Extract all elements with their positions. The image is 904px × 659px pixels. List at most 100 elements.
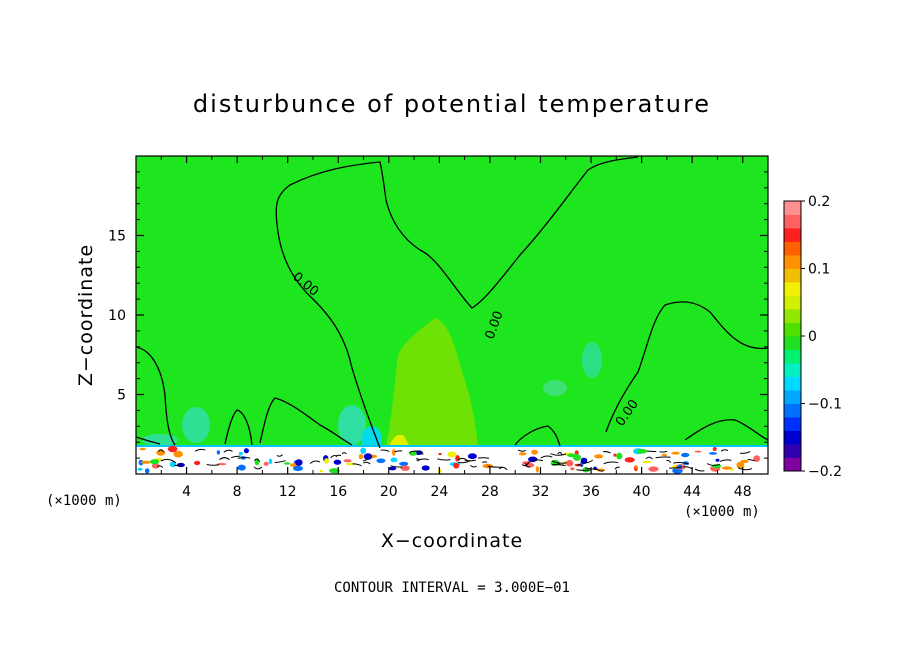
boundary-blob <box>736 461 745 468</box>
colorbar-swatch <box>784 241 801 256</box>
boundary-contour <box>694 468 705 472</box>
boundary-contour <box>669 466 682 469</box>
contour-low-2 <box>259 397 353 446</box>
boundary-blob <box>715 458 720 462</box>
boundary-contour <box>157 449 165 453</box>
boundary-blob <box>319 469 323 473</box>
boundary-contour <box>673 462 690 465</box>
boundary-blob <box>753 455 761 462</box>
boundary-blob <box>681 452 690 458</box>
boundary-contour <box>655 456 671 459</box>
boundary-blob <box>263 461 269 466</box>
boundary-blob <box>345 462 356 466</box>
boundary-contour <box>470 465 477 468</box>
cool-disturbances <box>142 342 602 454</box>
boundary-blob <box>343 459 352 463</box>
boundary-blob <box>392 448 396 456</box>
boundary-contour <box>580 459 594 464</box>
boundary-contour <box>330 455 338 459</box>
boundary-contour <box>532 459 544 462</box>
boundary-blob <box>216 450 221 455</box>
boundary-contour <box>557 451 563 456</box>
colorbar-swatch <box>784 201 801 215</box>
colorbar-swatch <box>784 430 801 445</box>
boundary-contour <box>551 460 567 464</box>
colorbar-tick-label: 0 <box>808 329 817 345</box>
boundary-contour <box>706 463 720 466</box>
colorbar-tick-label: 0.1 <box>808 262 830 278</box>
boundary-contour <box>160 458 177 464</box>
boundary-blob <box>237 464 246 471</box>
boundary-blob <box>648 466 659 472</box>
colorbar-swatch <box>784 336 801 350</box>
boundary-contour <box>487 465 502 468</box>
x-tick-label: 28 <box>481 484 499 500</box>
contour-low-4 <box>684 419 769 441</box>
colorbar-swatch <box>784 390 801 404</box>
boundary-contour <box>747 459 756 462</box>
boundary-contour <box>253 466 263 470</box>
boundary-contour <box>603 461 619 465</box>
colorbar-swatch <box>784 228 801 242</box>
x-tick-label: 12 <box>279 484 297 500</box>
x-unit-right: (×1000 m) <box>684 504 760 520</box>
boundary-blob <box>363 453 373 460</box>
x-tick-label: 16 <box>329 484 347 500</box>
boundary-blob <box>173 450 183 458</box>
boundary-blob <box>156 449 166 456</box>
boundary-blob <box>139 447 146 451</box>
boundary-contour <box>380 449 390 452</box>
boundary-contour <box>363 461 371 465</box>
boundary-contour <box>390 465 403 468</box>
boundary-blob <box>467 453 477 460</box>
colorbar-swatch <box>784 349 801 364</box>
boundary-blob <box>671 451 680 455</box>
boundary-blob <box>169 461 176 468</box>
boundary-blob <box>268 458 273 465</box>
colorbar-swatch <box>784 282 801 296</box>
boundary-blob <box>567 453 576 458</box>
boundary-blob <box>329 468 340 474</box>
boundary-blob <box>565 459 574 467</box>
boundary-blob <box>167 445 178 453</box>
boundary-blob <box>528 456 538 463</box>
contour-right <box>605 301 769 433</box>
colorbar-swatch <box>784 403 801 418</box>
boundary-blob <box>194 460 201 466</box>
boundary-contour <box>437 458 451 461</box>
boundary-contour <box>352 463 362 467</box>
boundary-contour <box>276 454 283 457</box>
boundary-contour <box>683 466 693 470</box>
contour-main <box>275 156 639 449</box>
x-axis-label: X−coordinate <box>381 530 523 552</box>
boundary-contour <box>335 454 342 457</box>
x-tick-label: 44 <box>683 484 701 500</box>
plot-area: 0.00 0.00 0.00 <box>135 155 769 475</box>
colorbar-swatch <box>784 363 801 377</box>
boundary-contour <box>719 459 732 462</box>
boundary-contour <box>602 451 611 454</box>
boundary-contour <box>550 453 567 456</box>
chart-title: disturbunce of potential temperature <box>193 90 711 118</box>
boundary-contour <box>237 456 251 459</box>
contour-lines <box>135 156 769 449</box>
boundary-blob <box>149 459 160 465</box>
boundary-blob <box>708 452 718 455</box>
boundary-blob <box>360 447 367 454</box>
boundary-blob <box>616 452 623 460</box>
boundary-blob <box>694 450 702 453</box>
boundary-contour <box>362 458 368 462</box>
boundary-blob <box>730 468 734 472</box>
x-tick-label: 32 <box>532 484 550 500</box>
y-tick-label: 15 <box>108 229 126 245</box>
y-axis: 5 10 15 <box>108 171 768 459</box>
boundary-blob <box>144 468 150 474</box>
boundary-layer <box>136 445 768 474</box>
boundary-contour <box>409 450 424 455</box>
boundary-blob <box>594 454 603 459</box>
boundary-blob <box>324 458 329 464</box>
boundary-contour <box>174 463 184 467</box>
colorbar-swatch <box>784 255 801 269</box>
boundary-blob <box>531 449 538 455</box>
